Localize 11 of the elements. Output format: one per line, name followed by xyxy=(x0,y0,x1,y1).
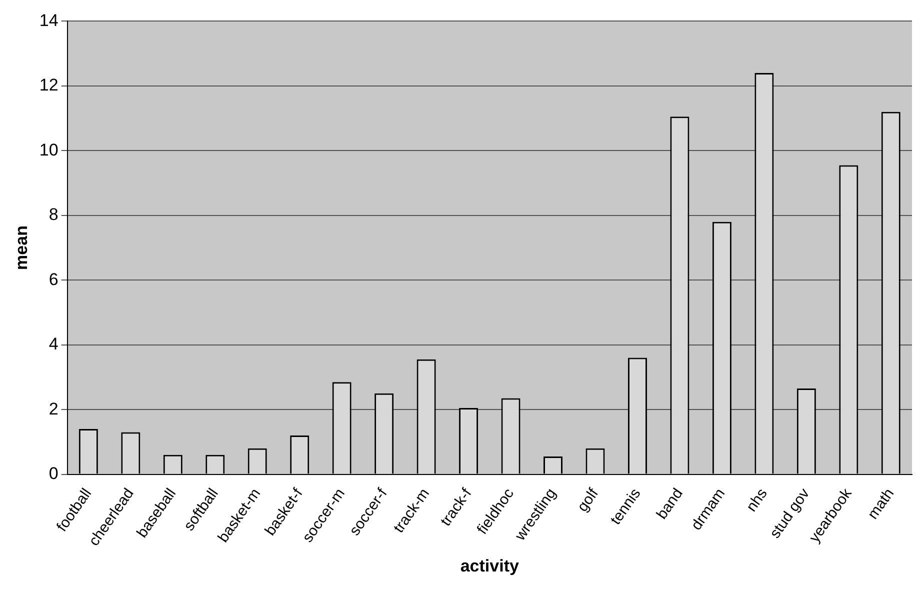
y-tick-label: 8 xyxy=(48,205,58,224)
x-axis-title: activity xyxy=(460,556,520,576)
y-tick-label: 2 xyxy=(48,399,58,418)
y-tick-label: 4 xyxy=(48,334,58,354)
x-tick-label: nhs xyxy=(743,485,771,515)
y-axis-title: mean xyxy=(12,226,31,270)
y-tick-label: 6 xyxy=(48,270,58,289)
y-tick-label: 14 xyxy=(39,10,58,30)
y-tick-label: 0 xyxy=(48,464,58,483)
y-tick-label: 10 xyxy=(39,140,58,160)
y-tick-label: 12 xyxy=(39,76,58,95)
